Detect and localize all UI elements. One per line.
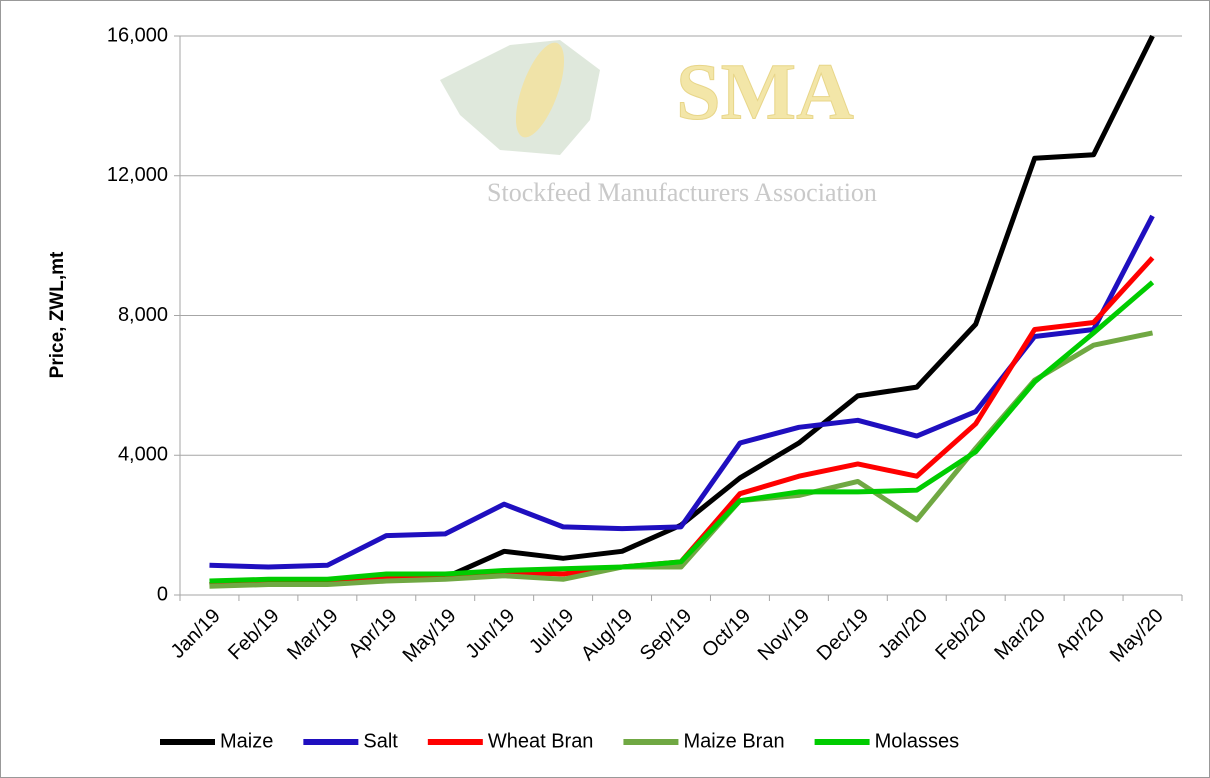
legend-label: Molasses [875,730,959,752]
y-tick-label: 12,000 [107,164,168,186]
series-line [209,214,1155,570]
y-tick-label: 4,000 [118,444,168,466]
legend-label: Salt [363,730,398,752]
legend-label: Maize [220,730,273,752]
logo-title: SMA [676,48,854,136]
y-axis-title: Price, ZWL,mt [47,251,68,378]
y-tick-label: 8,000 [118,304,168,326]
series-line [209,280,1155,584]
logo-maize [515,42,565,138]
logo-subtitle: Stockfeed Manufacturers Association [487,178,877,207]
y-tick-label: 0 [157,583,168,605]
legend-label: Wheat Bran [488,730,594,752]
y-tick-label: 16,000 [107,24,168,46]
legend-label: Maize Bran [683,730,784,752]
